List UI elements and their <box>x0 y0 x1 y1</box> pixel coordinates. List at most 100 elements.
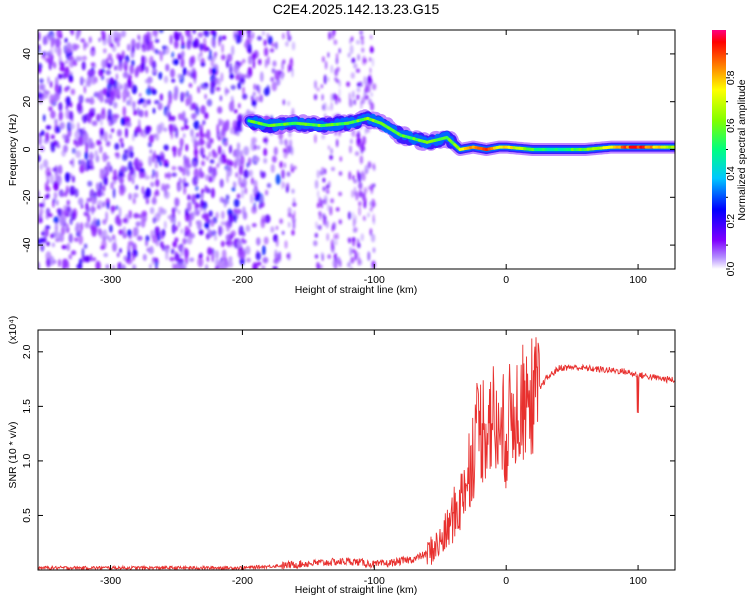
noise-blob <box>134 129 138 138</box>
noise-band-blob <box>330 64 334 74</box>
noise-blob <box>183 247 187 256</box>
noise-blob <box>253 156 260 163</box>
noise-blob <box>46 193 50 199</box>
noise-blob <box>217 145 222 155</box>
noise-blob <box>42 83 46 93</box>
noise-band-blob <box>347 262 351 268</box>
y-tick-label: -40 <box>21 237 33 252</box>
spectrogram-xlabel: Height of straight line (km) <box>295 284 418 296</box>
noise-blob <box>109 89 114 100</box>
noise-blob <box>274 41 278 50</box>
noise-blob <box>246 162 250 168</box>
noise-band-blob <box>338 219 342 225</box>
noise-blob <box>197 210 200 216</box>
noise-blob <box>191 113 197 120</box>
noise-band-blob <box>338 48 341 54</box>
noise-blob <box>50 110 56 119</box>
noise-blob <box>138 93 142 97</box>
noise-blob <box>47 77 50 82</box>
noise-blob <box>78 234 84 245</box>
noise-blob <box>237 103 241 109</box>
noise-band-blob <box>367 212 370 218</box>
noise-blob <box>95 182 100 191</box>
noise-blob <box>215 211 219 219</box>
noise-band-blob <box>358 189 362 198</box>
noise-blob <box>99 181 102 191</box>
noise-blob <box>128 193 132 201</box>
noise-blob <box>165 250 169 261</box>
snr-scale-label: (x10⁴) <box>7 316 19 344</box>
noise-blob <box>154 170 159 179</box>
noise-band-blob <box>338 97 341 103</box>
noise-blob <box>149 207 155 215</box>
noise-blob <box>207 143 211 149</box>
noise-band-region <box>280 30 377 269</box>
noise-blob <box>93 217 97 227</box>
y-tick-label: 0.5 <box>21 508 33 523</box>
noise-blob <box>156 155 161 163</box>
noise-blob <box>171 172 177 177</box>
noise-blob <box>167 171 171 180</box>
colorbar-tick-label: 0.2 <box>725 214 737 229</box>
noise-band-blob <box>321 134 326 140</box>
y-tick-label: 1.0 <box>21 453 33 468</box>
noise-blob <box>159 93 164 101</box>
noise-blob <box>105 140 111 147</box>
noise-blob <box>178 183 182 191</box>
noise-blob <box>235 172 239 178</box>
noise-blob <box>122 96 126 103</box>
noise-blob <box>272 60 277 67</box>
noise-blob <box>118 54 124 61</box>
noise-blob <box>193 160 197 168</box>
noise-band-blob <box>287 221 291 228</box>
x-tick-label: -100 <box>364 274 385 286</box>
noise-blob <box>68 253 73 260</box>
noise-blob <box>183 262 187 269</box>
noise-blob <box>197 256 204 268</box>
noise-blob <box>246 257 251 263</box>
noise-blob <box>202 119 206 126</box>
noise-blob <box>101 107 106 115</box>
noise-blob <box>100 245 105 250</box>
noise-blob <box>122 226 127 237</box>
noise-blob <box>55 38 61 48</box>
noise-blob <box>42 51 46 56</box>
noise-blob <box>46 259 51 266</box>
noise-band-blob <box>333 39 338 45</box>
noise-blob <box>171 51 175 58</box>
noise-band-blob <box>355 68 361 73</box>
noise-blob <box>274 70 281 81</box>
noise-band-blob <box>317 224 322 231</box>
noise-band-blob <box>332 93 337 101</box>
colorbar-tick-label: 0.4 <box>725 166 737 181</box>
noise-band-blob <box>371 198 376 209</box>
noise-band-blob <box>371 260 376 269</box>
noise-band-blob <box>370 186 374 195</box>
noise-blob <box>91 196 97 205</box>
noise-blob <box>132 192 139 199</box>
noise-band-blob <box>326 233 330 242</box>
noise-blob <box>204 82 209 88</box>
noise-blob <box>198 229 204 236</box>
noise-blob <box>270 76 275 82</box>
noise-blob <box>212 152 218 159</box>
noise-blob <box>62 258 69 269</box>
noise-blob <box>163 144 169 151</box>
noise-band-blob <box>281 170 286 177</box>
noise-blob <box>207 247 212 256</box>
noise-blob <box>53 180 59 191</box>
noise-blob <box>223 198 227 208</box>
noise-band-blob <box>318 210 322 221</box>
noise-blob <box>193 120 200 130</box>
noise-blob <box>199 146 205 157</box>
noise-band-blob <box>330 198 335 204</box>
noise-band-blob <box>288 139 293 148</box>
noise-blob <box>152 107 156 114</box>
noise-blob <box>142 253 147 261</box>
noise-blob <box>235 73 241 81</box>
noise-blob <box>155 189 159 194</box>
noise-blob <box>123 149 129 154</box>
noise-blob <box>105 69 112 76</box>
noise-blob <box>186 39 192 50</box>
noise-band-blob <box>352 90 355 99</box>
